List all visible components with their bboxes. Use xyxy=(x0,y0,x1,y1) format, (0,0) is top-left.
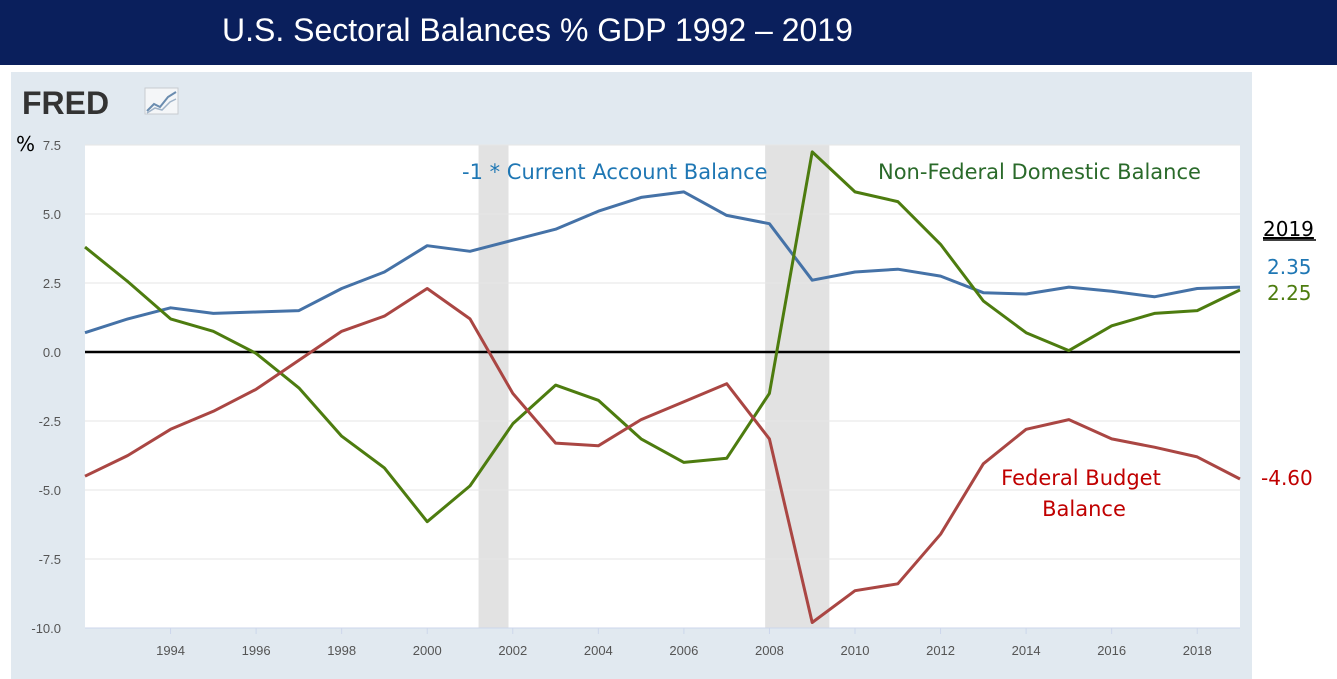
x-tick-label: 2008 xyxy=(755,643,784,658)
series-line-0 xyxy=(84,190,1241,335)
x-tick-label: 2004 xyxy=(584,643,613,658)
x-tick-label: 1994 xyxy=(156,643,185,658)
x-tick-label: 1998 xyxy=(327,643,356,658)
recession-band-1 xyxy=(765,145,830,628)
y-tick-label: -2.5 xyxy=(39,414,61,429)
y-tick-label: 7.5 xyxy=(43,138,61,153)
x-tick-label: 2016 xyxy=(1097,643,1126,658)
plot-area xyxy=(85,145,1240,628)
annotation-current-account: -1 * Current Account Balance xyxy=(462,160,768,184)
x-axis: 1994 1996 1998 2000 2002 2004 2006 2008 2010 2012… xyxy=(85,627,1240,658)
y-tick-label: -10.0 xyxy=(31,621,61,636)
side-label-current-account: 2.35 xyxy=(1267,255,1312,279)
annotation-federal-line2: Balance xyxy=(1042,497,1126,521)
title-bar: U.S. Sectoral Balances % GDP 1992 – 2019 xyxy=(0,0,1337,65)
y-axis-label: % xyxy=(16,132,35,156)
x-tick-label: 1996 xyxy=(242,643,271,658)
x-tick-label: 2002 xyxy=(498,643,527,658)
page-title: U.S. Sectoral Balances % GDP 1992 – 2019 xyxy=(222,12,853,48)
x-tick-label: 2014 xyxy=(1012,643,1041,658)
y-tick-label: 0.0 xyxy=(43,345,61,360)
series-line-1 xyxy=(84,150,1241,524)
x-tick-label: 2012 xyxy=(926,643,955,658)
fred-logo[interactable]: FRED xyxy=(22,85,179,121)
annotation-non-federal: Non-Federal Domestic Balance xyxy=(878,160,1201,184)
side-label-federal: -4.60 xyxy=(1261,466,1313,490)
y-tick-label: 5.0 xyxy=(43,207,61,222)
fred-chart-logo-icon xyxy=(144,87,179,115)
y-axis: -10.0 -7.5 -5.0 -2.5 0.0 2.5 5.0 7.5 xyxy=(31,138,61,636)
y-tick-label: 2.5 xyxy=(43,276,61,291)
fred-logo-text: FRED xyxy=(22,85,109,121)
x-tick-label: 2018 xyxy=(1183,643,1212,658)
series-line-2 xyxy=(84,287,1241,624)
x-tick-label: 2006 xyxy=(669,643,698,658)
recession-shading xyxy=(478,145,830,628)
side-label-year: 2019 xyxy=(1263,217,1314,241)
series-lines xyxy=(84,150,1241,624)
side-label-non-federal: 2.25 xyxy=(1267,281,1312,305)
y-tick-label: -5.0 xyxy=(39,483,61,498)
x-tick-label: 2000 xyxy=(413,643,442,658)
annotation-federal-line1: Federal Budget xyxy=(1001,466,1161,490)
x-tick-label: 2010 xyxy=(841,643,870,658)
recession-band-0 xyxy=(478,145,509,628)
y-tick-label: -7.5 xyxy=(39,552,61,567)
